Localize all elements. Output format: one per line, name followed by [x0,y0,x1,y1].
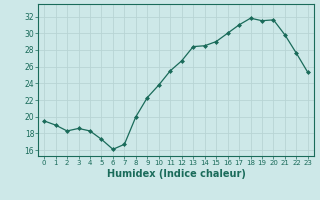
X-axis label: Humidex (Indice chaleur): Humidex (Indice chaleur) [107,169,245,179]
